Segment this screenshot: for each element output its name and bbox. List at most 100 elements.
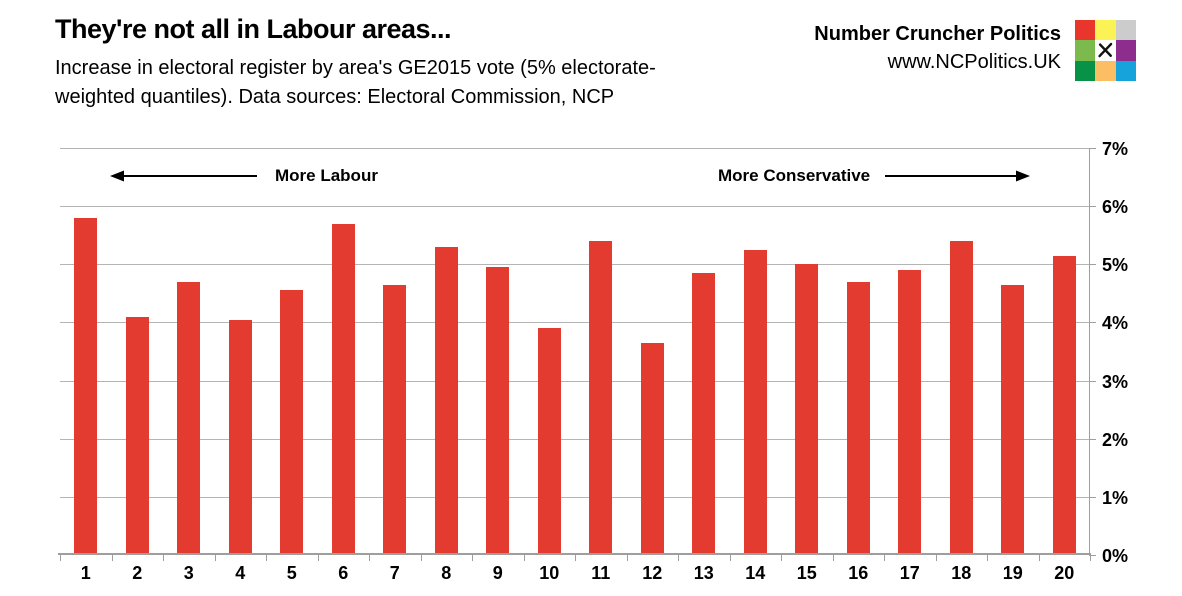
x-tick-16	[884, 555, 885, 561]
bar-quantile-4	[228, 319, 252, 555]
x-tick-2	[163, 555, 164, 561]
x-tick-1	[111, 555, 113, 561]
x-axis-label-9: 9	[492, 563, 503, 583]
right-arrow-icon	[885, 170, 1031, 182]
gridline-4pct	[60, 322, 1090, 324]
x-tick-13	[729, 555, 731, 561]
y-tick-5pct	[1089, 264, 1096, 266]
logo-cell	[1095, 60, 1116, 81]
x-axis-label-16: 16	[848, 563, 869, 583]
bar-quantile-8	[434, 246, 458, 555]
annotation-more-conservative: More Conservative	[718, 166, 1031, 186]
y-tick-label-1pct: 1%	[1102, 487, 1129, 508]
x-tick-15	[832, 555, 834, 561]
y-tick-4pct	[1089, 322, 1096, 324]
ballot-x-icon	[1098, 43, 1113, 58]
bar-quantile-5	[280, 290, 304, 555]
brand-block: Number Cruncher Politics www.NCPolitics.…	[814, 20, 1136, 81]
y-axis-line	[1089, 148, 1090, 555]
logo-ballot-x-cell	[1095, 40, 1116, 61]
x-axis-label-15: 15	[796, 563, 817, 583]
bar-quantile-13	[692, 273, 716, 555]
y-tick-7pct	[1089, 148, 1096, 149]
gridline-3pct	[60, 380, 1090, 382]
y-tick-label-4pct: 4%	[1102, 313, 1129, 334]
annotation-label-more-labour: More Labour	[275, 166, 378, 185]
logo-cell	[1075, 60, 1096, 81]
logo-cell	[1095, 20, 1116, 41]
x-axis-label-1: 1	[80, 563, 91, 583]
page-title: They're not all in Labour areas...	[55, 14, 452, 44]
x-axis-line	[58, 553, 1091, 555]
bar-quantile-3	[177, 281, 201, 555]
bar-quantile-2	[125, 316, 149, 555]
brand-website: www.NCPolitics.UK	[887, 51, 1061, 73]
y-tick-2pct	[1089, 438, 1096, 440]
logo-cell	[1115, 40, 1136, 61]
x-axis-label-14: 14	[745, 563, 766, 583]
logo-cell	[1115, 20, 1136, 41]
logo-cell	[1075, 40, 1096, 61]
gridline-6pct	[60, 206, 1090, 208]
bar-quantile-19	[1001, 284, 1025, 555]
logo-cell	[1115, 60, 1136, 81]
x-tick-20	[1090, 555, 1091, 561]
x-tick-8	[472, 555, 473, 561]
x-axis-label-17: 17	[899, 563, 920, 583]
bar-quantile-6	[331, 223, 355, 555]
chart-subtitle-line1: Increase in electoral register by area's…	[55, 57, 656, 79]
x-axis-label-6: 6	[338, 563, 349, 583]
gridline-7pct	[60, 148, 1090, 149]
x-tick-3	[214, 555, 216, 561]
y-tick-0pct	[1089, 555, 1096, 556]
y-tick-label-3pct: 3%	[1102, 371, 1129, 392]
gridline-1pct	[60, 496, 1090, 498]
x-tick-10	[575, 555, 576, 561]
logo-cell	[1075, 20, 1096, 41]
gridline-5pct	[60, 264, 1090, 266]
bar-quantile-20	[1052, 255, 1076, 555]
y-tick-6pct	[1089, 206, 1096, 208]
gridline-2pct	[60, 438, 1090, 440]
bar-quantile-16	[846, 281, 870, 555]
annotation-label-more-conservative: More Conservative	[718, 166, 871, 185]
y-tick-label-7pct: 7%	[1102, 139, 1129, 159]
bar-quantile-17	[898, 270, 922, 555]
x-tick-4	[266, 555, 267, 561]
bar-quantile-11	[589, 241, 613, 555]
bar-quantile-15	[795, 264, 819, 555]
y-axis-labels: 0% 1% 2% 3% 4% 5% 6% 7%	[1102, 139, 1172, 566]
bar-quantile-9	[486, 267, 510, 555]
x-axis-label-20: 20	[1054, 563, 1075, 583]
bar-quantile-7	[383, 284, 407, 555]
y-tick-label-5pct: 5%	[1102, 255, 1129, 276]
x-axis-label-7: 7	[389, 563, 400, 583]
x-axis-label-8: 8	[441, 563, 452, 583]
bar-quantile-12	[640, 342, 664, 555]
x-tick-5	[317, 555, 319, 561]
x-axis-label-10: 10	[539, 563, 560, 583]
x-tick-6	[369, 555, 370, 561]
x-tick-14	[781, 555, 782, 561]
x-axis-label-13: 13	[693, 563, 714, 583]
x-tick-19	[1038, 555, 1040, 561]
x-axis-label-12: 12	[642, 563, 663, 583]
x-tick-7	[420, 555, 422, 561]
annotation-more-labour: More Labour	[110, 166, 378, 186]
x-axis-label-4: 4	[235, 563, 246, 583]
x-axis-label-2: 2	[132, 563, 143, 583]
y-tick-1pct	[1089, 496, 1096, 498]
chart-subtitle-line2: weighted quantiles). Data sources: Elect…	[55, 86, 615, 108]
left-arrow-icon	[110, 170, 257, 182]
x-tick-9	[523, 555, 525, 561]
ncp-logo	[1075, 20, 1136, 81]
brand-text: Number Cruncher Politics www.NCPolitics.…	[814, 22, 1061, 74]
brand-name: Number Cruncher Politics	[814, 23, 1061, 45]
x-tick-17	[935, 555, 937, 561]
x-axis-label-11: 11	[591, 563, 611, 583]
x-axis-label-18: 18	[951, 563, 972, 583]
x-tick-12	[678, 555, 679, 561]
y-tick-3pct	[1089, 380, 1096, 382]
